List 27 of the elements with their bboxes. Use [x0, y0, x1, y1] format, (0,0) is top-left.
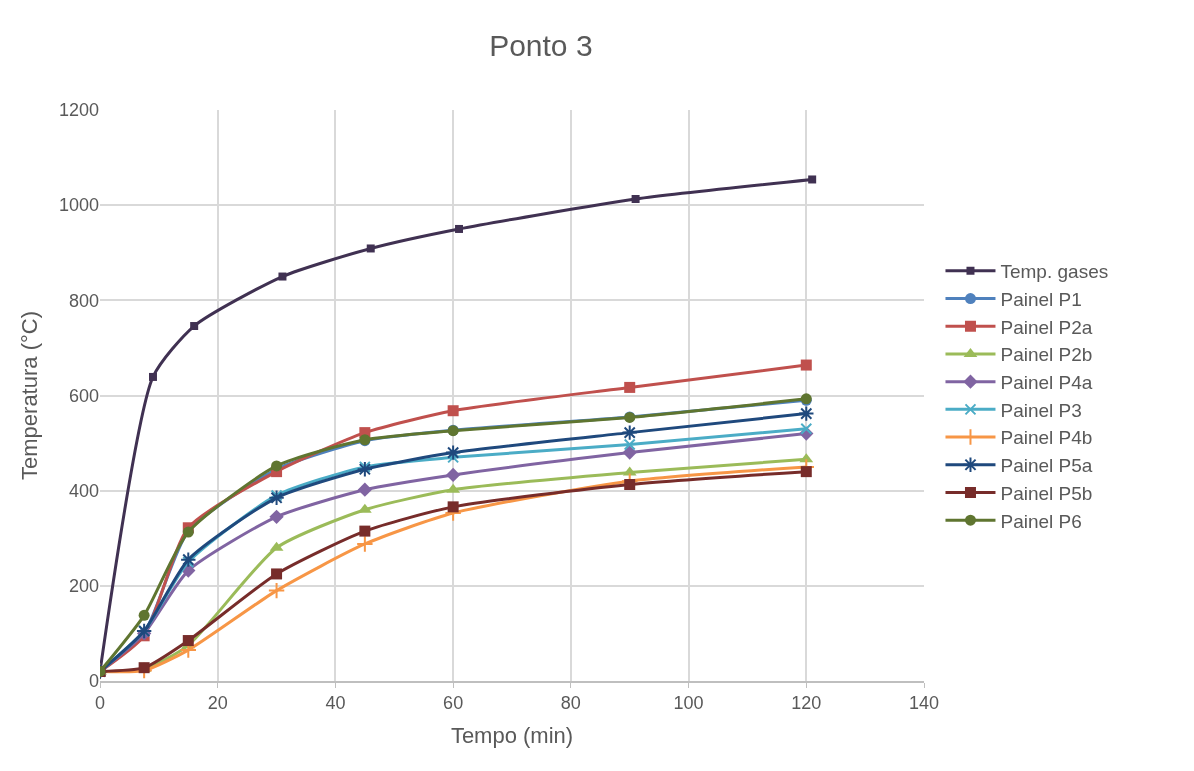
- y-tick-label: 800: [68, 290, 99, 311]
- x-tick-label: 80: [560, 693, 581, 714]
- legend-label: Painel P6: [1000, 510, 1082, 532]
- legend-label: Painel P1: [1000, 288, 1082, 310]
- y-tick-label: 400: [68, 480, 99, 501]
- chart-title: Ponto 3: [489, 28, 593, 62]
- x-tick-label: 40: [325, 693, 346, 714]
- y-tick-label: 1000: [58, 195, 99, 216]
- legend-label: Painel P5a: [1000, 455, 1093, 477]
- legend-label: Painel P5b: [1000, 482, 1093, 504]
- y-tick-label: 0: [88, 671, 99, 692]
- y-tick-label: 1200: [58, 100, 99, 121]
- x-tick-label: 120: [791, 693, 822, 714]
- x-tick-label: 60: [443, 693, 464, 714]
- x-tick-label: 140: [908, 693, 940, 714]
- legend-label: Temp. gases: [1000, 261, 1109, 283]
- y-tick-label: 200: [68, 576, 99, 597]
- y-tick-label: 600: [68, 385, 99, 406]
- legend-label: Painel P4a: [1000, 372, 1093, 394]
- y-axis-title: Temperatura (°C): [16, 311, 42, 480]
- legend-label: Painel P4b: [1000, 427, 1093, 449]
- x-axis-title: Tempo (min): [450, 722, 574, 748]
- legend-label: Painel P2b: [1000, 344, 1093, 366]
- x-tick-label: 100: [673, 693, 704, 714]
- legend-label: Painel P2a: [1000, 316, 1093, 338]
- legend-label: Painel P3: [1000, 399, 1082, 421]
- x-tick-label: 20: [207, 693, 228, 714]
